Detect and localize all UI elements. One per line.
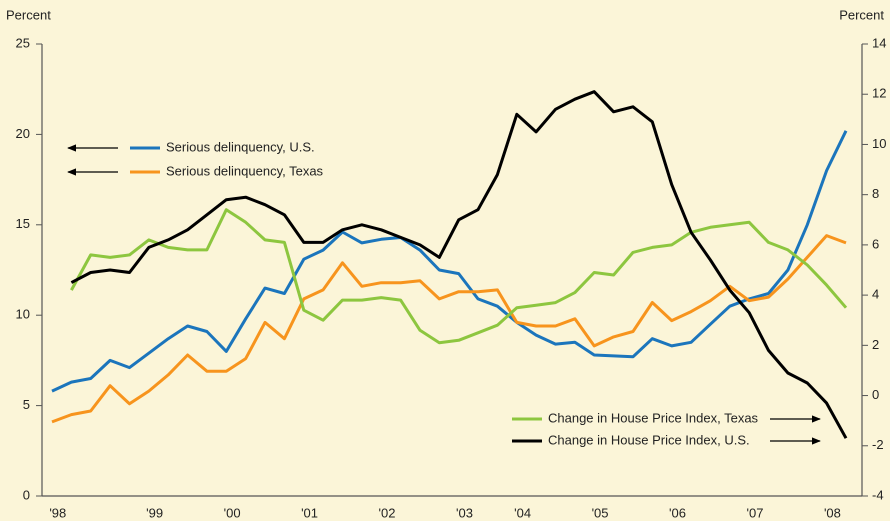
y2-tick-label: 8: [872, 186, 879, 201]
x-tick-label: '03: [456, 505, 473, 520]
x-tick-label: '98: [49, 505, 66, 520]
y2-tick-label: 4: [872, 287, 879, 302]
y-axis-label: Percent: [6, 7, 51, 22]
y2-tick-label: 6: [872, 236, 879, 251]
series-line: [70, 208, 848, 345]
x-tick-label: '01: [301, 505, 318, 520]
y-tick-label: 25: [16, 35, 30, 50]
y-tick-label: 15: [16, 216, 30, 231]
legend-label: Change in House Price Index, Texas: [548, 410, 759, 425]
y2-axis-label: Percent: [839, 7, 884, 22]
x-tick-label: '07: [747, 505, 764, 520]
legend-label: Change in House Price Index, U.S.: [548, 432, 750, 447]
series-line: [51, 130, 848, 393]
y2-tick-label: -2: [872, 437, 884, 452]
y-tick-label: 20: [16, 126, 30, 141]
y-tick-label: 5: [23, 397, 30, 412]
x-tick-label: '04: [514, 505, 531, 520]
x-tick-label: '08: [824, 505, 841, 520]
y2-tick-label: 14: [872, 35, 886, 50]
x-tick-label: '99: [146, 505, 163, 520]
y2-tick-label: 12: [872, 86, 886, 101]
y2-tick-label: -4: [872, 487, 884, 502]
y-tick-label: 0: [23, 487, 30, 502]
y2-tick-label: 2: [872, 337, 879, 352]
x-tick-label: '02: [379, 505, 396, 520]
legend-label: Serious delinquency, U.S.: [166, 139, 315, 154]
legend-label: Serious delinquency, Texas: [166, 163, 324, 178]
y2-tick-label: 10: [872, 136, 886, 151]
series-line: [51, 234, 847, 424]
y2-tick-label: 0: [872, 387, 879, 402]
x-tick-label: '05: [592, 505, 609, 520]
x-tick-label: '00: [224, 505, 241, 520]
y-tick-label: 10: [16, 307, 30, 322]
series-line: [70, 90, 848, 439]
x-tick-label: '06: [669, 505, 686, 520]
